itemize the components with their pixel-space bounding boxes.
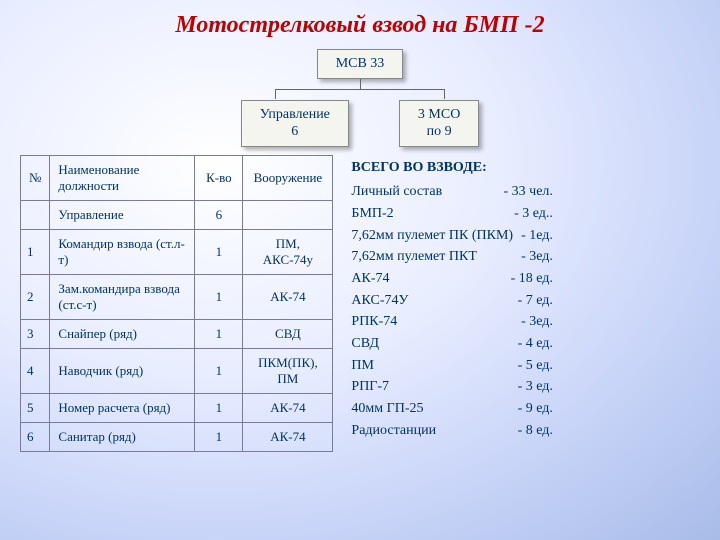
cell-empty [21,200,50,229]
cell-qty: 1 [195,274,243,319]
org-connector [360,79,361,89]
cell-qty: 1 [195,319,243,348]
totals-block: ВСЕГО ВО ВЗВОДЕ: Личный состав- 33 чел.Б… [351,155,552,442]
org-top-box: МСВ 33 [317,49,404,79]
header-num: № [21,155,50,200]
cell-qty: 1 [195,393,243,422]
totals-label: 7,62мм пулемет ПКТ [351,246,477,268]
section-qty: 6 [195,200,243,229]
org-right-box: 3 МСО по 9 [399,100,479,147]
cell-num: 6 [21,422,50,451]
cell-name: Номер расчета (ряд) [50,393,195,422]
totals-label: Радиостанции [351,420,436,442]
totals-label: БМП-2 [351,203,393,225]
totals-row: АК-74 - 18 ед. [351,268,552,290]
totals-value: - 33 чел. [495,181,552,203]
cell-arm: АК-74 [243,393,333,422]
totals-value: - 3ед. [513,311,553,333]
totals-row: Радиостанции - 8 ед. [351,420,552,442]
totals-label: СВД [351,333,379,355]
cell-arm: АК-74 [243,274,333,319]
org-right-line2: по 9 [418,123,460,141]
totals-value: - 1ед. [513,225,553,247]
table-row: 4Наводчик (ряд)1ПКМ(ПК), ПМ [21,348,333,393]
cell-name: Санитар (ряд) [50,422,195,451]
totals-label: АКС-74У [351,290,408,312]
cell-num: 1 [21,229,50,274]
totals-heading: ВСЕГО ВО ВЗВОДЕ: [351,157,552,179]
totals-value: - 18 ед. [503,268,553,290]
cell-num: 4 [21,348,50,393]
org-connector [275,89,445,90]
totals-label: РПК-74 [351,311,397,333]
table-row: 2Зам.командира взвода (ст.с-т)1АК-74 [21,274,333,319]
table-row: 5Номер расчета (ряд)1АК-74 [21,393,333,422]
totals-row: ПМ - 5 ед. [351,355,552,377]
totals-row: РПК-74 - 3ед. [351,311,552,333]
cell-name: Зам.командира взвода (ст.с-т) [50,274,195,319]
cell-num: 2 [21,274,50,319]
table-section-row: Управление 6 [21,200,333,229]
cell-num: 3 [21,319,50,348]
page-title: Мотострелковый взвод на БМП -2 [20,12,700,39]
totals-value: - 4 ед. [510,333,553,355]
table-body: Управление 6 1Командир взвода (ст.л-т)1П… [21,200,333,451]
cell-num: 5 [21,393,50,422]
totals-row: БМП-2 - 3 ед.. [351,203,552,225]
totals-row: 40мм ГП-25 - 9 ед. [351,398,552,420]
org-left-line2: 6 [260,123,330,141]
totals-value: - 8 ед. [510,420,553,442]
totals-list: Личный состав- 33 чел.БМП-2- 3 ед..7,62м… [351,181,552,441]
content-row: № Наименование должности К-во Вооружение… [20,155,700,452]
cell-arm: СВД [243,319,333,348]
header-name: Наименование должности [50,155,195,200]
cell-arm: ПКМ(ПК), ПМ [243,348,333,393]
positions-table: № Наименование должности К-во Вооружение… [20,155,333,452]
totals-row: 7,62мм пулемет ПК (ПКМ)- 1ед. [351,225,552,247]
header-arm: Вооружение [243,155,333,200]
cell-qty: 1 [195,422,243,451]
totals-row: АКС-74У - 7 ед. [351,290,552,312]
org-left-box: Управление 6 [241,100,349,147]
table-header-row: № Наименование должности К-во Вооружение [21,155,333,200]
totals-value: - 3 ед.. [506,203,553,225]
cell-qty: 1 [195,229,243,274]
table-row: 3Снайпер (ряд)1СВД [21,319,333,348]
org-right-line1: 3 МСО [418,106,460,124]
header-qty: К-во [195,155,243,200]
org-bottom-row: Управление 6 3 МСО по 9 [241,100,480,147]
totals-row: 7,62мм пулемет ПКТ - 3ед. [351,246,552,268]
totals-value: - 9 ед. [510,398,553,420]
cell-name: Наводчик (ряд) [50,348,195,393]
totals-row: РПГ-7 - 3 ед. [351,376,552,398]
totals-value: - 7 ед. [510,290,553,312]
totals-label: ПМ [351,355,374,377]
cell-empty [243,200,333,229]
cell-arm: ПМ, АКС-74у [243,229,333,274]
table-row: 6Санитар (ряд)1АК-74 [21,422,333,451]
table-row: 1Командир взвода (ст.л-т)1ПМ, АКС-74у [21,229,333,274]
cell-name: Снайпер (ряд) [50,319,195,348]
totals-label: АК-74 [351,268,389,290]
org-chart: МСВ 33 Управление 6 3 МСО по 9 [20,49,700,147]
totals-row: Личный состав - 33 чел. [351,181,552,203]
totals-label: РПГ-7 [351,376,389,398]
cell-qty: 1 [195,348,243,393]
org-left-line1: Управление [260,106,330,124]
cell-arm: АК-74 [243,422,333,451]
totals-row: СВД - 4 ед. [351,333,552,355]
totals-label: 40мм ГП-25 [351,398,423,420]
section-name: Управление [50,200,195,229]
totals-label: 7,62мм пулемет ПК (ПКМ) [351,225,513,247]
totals-value: - 5 ед. [510,355,553,377]
totals-value: - 3ед. [513,246,553,268]
cell-name: Командир взвода (ст.л-т) [50,229,195,274]
totals-label: Личный состав [351,181,442,203]
totals-value: - 3 ед. [510,376,553,398]
